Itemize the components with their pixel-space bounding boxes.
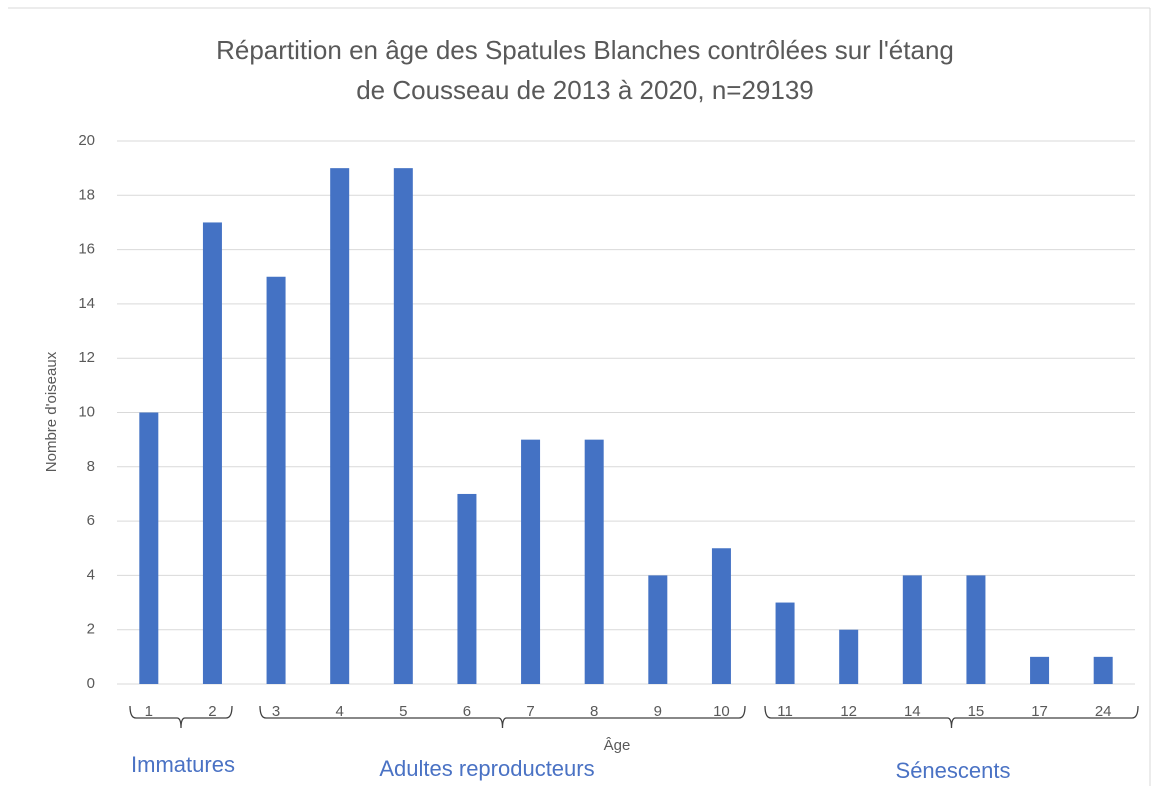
x-tick-label: 4: [336, 703, 344, 720]
bar: [521, 439, 541, 684]
x-tick-label: 6: [463, 703, 471, 720]
x-tick-label: 15: [968, 703, 985, 720]
bar: [139, 412, 159, 684]
y-tick-label: 6: [87, 512, 95, 529]
x-tick-label: 12: [840, 703, 857, 720]
y-tick-label: 16: [78, 241, 95, 258]
x-tick-label: 5: [399, 703, 407, 720]
x-tick-label: 7: [526, 703, 534, 720]
y-tick-label: 20: [78, 132, 95, 149]
bar: [393, 168, 413, 684]
x-tick-label: 2: [208, 703, 216, 720]
y-axis-label: Nombre d'oiseaux: [43, 351, 60, 472]
bar: [266, 276, 286, 684]
y-tick-label: 4: [87, 566, 95, 583]
bar: [902, 575, 922, 684]
y-tick-label: 2: [87, 621, 95, 638]
bar: [202, 222, 222, 684]
y-tick-label: 18: [78, 186, 95, 203]
bar: [457, 493, 477, 684]
x-tick-label: 9: [654, 703, 662, 720]
bar: [1030, 656, 1050, 684]
bar: [839, 629, 859, 684]
x-tick-label: 24: [1095, 703, 1112, 720]
bar: [584, 439, 604, 684]
group-label: Adultes reproducteurs: [379, 756, 594, 781]
x-tick-label: 14: [904, 703, 921, 720]
group-label: Immatures: [131, 752, 235, 777]
x-tick-label: 17: [1031, 703, 1048, 720]
x-axis-label: Âge: [604, 737, 631, 754]
x-tick-label: 10: [713, 703, 730, 720]
bar: [711, 548, 731, 684]
x-tick-label: 1: [145, 703, 153, 720]
y-tick-label: 0: [87, 675, 95, 692]
group-label: Sénescents: [896, 758, 1011, 783]
group-brace: [259, 705, 746, 729]
y-tick-label: 8: [87, 458, 95, 475]
y-tick-label: 14: [78, 295, 95, 312]
x-tick-label: 11: [777, 703, 793, 720]
bar: [330, 168, 350, 684]
bar: [775, 602, 795, 684]
bar: [648, 575, 668, 684]
x-tick-label: 3: [272, 703, 280, 720]
chart-title: de Cousseau de 2013 à 2020, n=29139: [356, 75, 814, 105]
y-tick-label: 12: [78, 349, 95, 366]
group-brace: [129, 705, 233, 729]
y-tick-label: 10: [78, 403, 95, 420]
group-brace: [764, 705, 1139, 729]
bar: [966, 575, 986, 684]
x-tick-label: 8: [590, 703, 598, 720]
chart-title: Répartition en âge des Spatules Blanches…: [216, 35, 954, 65]
bar: [1093, 656, 1113, 684]
